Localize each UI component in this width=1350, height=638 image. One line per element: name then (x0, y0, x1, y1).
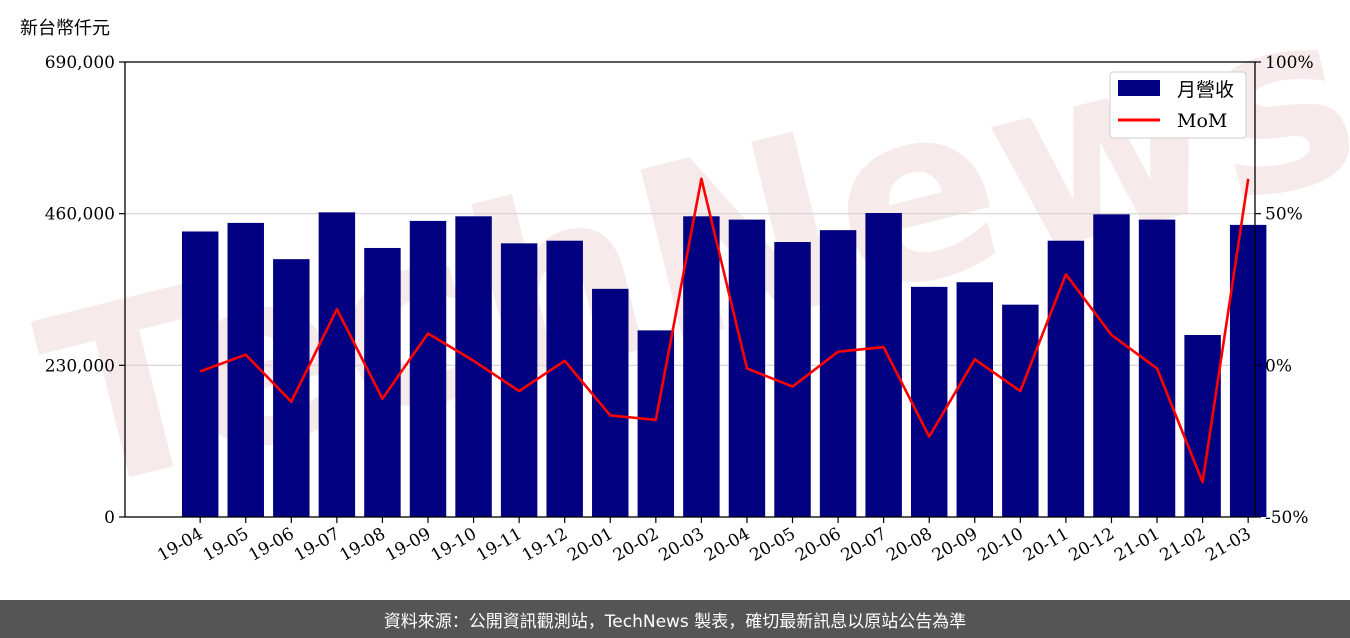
x-tick-label: 19-09 (382, 524, 434, 566)
revenue-bar (409, 220, 447, 517)
mom-line (199, 177, 1250, 484)
left-axis-unit-label: 新台幣仟元 (20, 18, 110, 39)
x-tick-label: 20-05 (747, 524, 799, 566)
x-tick-label: 19-11 (473, 524, 525, 566)
x-tick-label: 21-01 (1111, 524, 1163, 566)
revenue-bar (1002, 304, 1039, 517)
revenue-bar (819, 230, 857, 518)
x-tick-label: 19-05 (200, 524, 252, 566)
plot-frame (124, 61, 1256, 518)
revenue-bar (1229, 224, 1267, 517)
revenue-bar (956, 282, 994, 517)
revenue-bar (683, 216, 720, 517)
legend-label-mom: MoM (1177, 110, 1227, 132)
revenue-bar (865, 213, 902, 517)
x-tick-label: 20-12 (1066, 524, 1118, 566)
source-footer: 資料來源：公開資訊觀測站，TechNews 製表，確切最新訊息以原站公告為準 (0, 600, 1350, 638)
source-footer-text: 資料來源：公開資訊觀測站，TechNews 製表，確切最新訊息以原站公告為準 (383, 611, 967, 632)
x-axis: 19-0419-0519-0619-0719-0819-0919-1019-11… (154, 517, 1255, 566)
x-tick-label: 20-04 (701, 524, 753, 566)
x-tick-label: 19-07 (291, 524, 343, 566)
revenue-bar (1093, 214, 1130, 517)
legend: 月營收 MoM (1109, 71, 1247, 139)
revenue-bar (1184, 335, 1221, 517)
right-tick-label: 50% (1265, 205, 1303, 225)
x-tick-label: 20-07 (838, 524, 890, 566)
x-tick-label: 20-02 (610, 524, 662, 566)
x-tick-label: 19-04 (154, 524, 206, 566)
revenue-bar (774, 242, 811, 518)
revenue-bar (455, 216, 492, 517)
legend-label-revenue: 月營收 (1177, 79, 1234, 101)
revenue-bar (910, 286, 948, 517)
plot-border (124, 61, 1256, 518)
x-tick-label: 20-08 (883, 524, 935, 566)
x-tick-label: 19-12 (519, 524, 571, 566)
revenue-bar (1047, 240, 1085, 518)
x-tick-label: 20-06 (792, 524, 844, 566)
x-tick-label: 20-11 (1020, 524, 1072, 566)
x-tick-label: 20-09 (929, 524, 981, 566)
x-tick-label: 20-10 (974, 524, 1026, 566)
left-tick-label: 690,000 (45, 53, 115, 73)
x-tick-label: 20-01 (564, 524, 616, 566)
left-tick-label: 460,000 (45, 205, 115, 225)
left-tick-label: 230,000 (45, 356, 115, 376)
revenue-bar (500, 243, 538, 517)
left-tick-label: 0 (104, 508, 115, 528)
right-tick-label: 0% (1265, 356, 1292, 376)
x-tick-label: 21-02 (1157, 524, 1209, 566)
revenue-bar (227, 222, 264, 517)
revenue-bar (318, 212, 356, 517)
x-tick-label: 21-03 (1202, 524, 1254, 566)
mom-line-layer (199, 177, 1250, 484)
revenue-bar (181, 231, 219, 517)
right-y-axis: -50% 0% 50% 100% (1255, 53, 1314, 528)
x-tick-label: 19-06 (245, 524, 297, 566)
right-tick-label: -50% (1265, 508, 1309, 528)
right-tick-label: 100% (1265, 53, 1314, 73)
revenue-bar (546, 240, 583, 518)
revenue-bar (592, 288, 629, 517)
left-y-axis: 0 230,000 460,000 690,000 (45, 53, 125, 528)
legend-bar-swatch (1118, 80, 1160, 96)
revenue-bars (181, 212, 1267, 518)
x-tick-label: 19-10 (428, 524, 480, 566)
x-tick-label: 19-08 (336, 524, 388, 566)
x-tick-label: 20-03 (655, 524, 707, 566)
